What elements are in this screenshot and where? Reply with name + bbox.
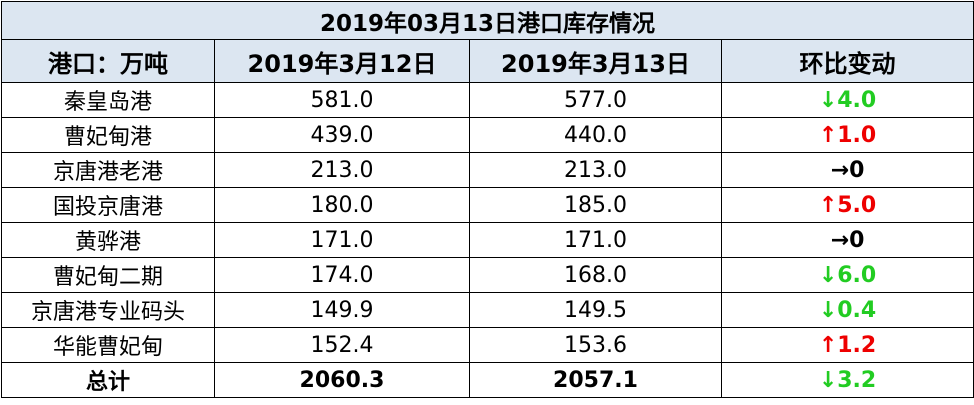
value-cell: 2057.1	[469, 362, 722, 398]
port-cell: 京唐港老港	[1, 152, 215, 188]
change-cell: ↓4.0	[720, 82, 974, 118]
value-cell: 577.0	[469, 82, 722, 118]
value-cell: 152.4	[214, 327, 470, 363]
port-cell: 曹妃甸港	[1, 117, 215, 153]
data-row: 总计 2060.3 2057.1 ↓3.2	[1, 362, 974, 398]
port-cell: 华能曹妃甸	[1, 327, 215, 363]
port-cell: 总计	[1, 362, 215, 398]
data-row: 京唐港专业码头 149.9 149.5 ↓0.4	[1, 292, 974, 328]
value-cell: 440.0	[469, 117, 722, 153]
value-cell: 149.9	[214, 292, 470, 328]
value-cell: 213.0	[214, 152, 470, 188]
value-cell: 168.0	[469, 257, 722, 293]
data-row: 秦皇岛港 581.0 577.0 ↓4.0	[1, 82, 974, 118]
data-row: 曹妃甸二期 174.0 168.0 ↓6.0	[1, 257, 974, 293]
port-cell: 京唐港专业码头	[1, 292, 215, 328]
change-cell: ↓3.2	[720, 362, 974, 398]
value-cell: 153.6	[469, 327, 722, 363]
header-cell: 2019年3月12日	[214, 39, 470, 83]
change-cell: ↓0.4	[720, 292, 974, 328]
value-cell: 149.5	[469, 292, 722, 328]
port-cell: 国投京唐港	[1, 187, 215, 223]
data-row: 京唐港老港 213.0 213.0 →0	[1, 152, 974, 188]
change-cell: ↓6.0	[720, 257, 974, 293]
header-cell: 环比变动	[720, 39, 974, 83]
value-cell: 171.0	[469, 222, 722, 258]
change-cell: →0	[720, 222, 974, 258]
port-cell: 秦皇岛港	[1, 82, 215, 118]
change-cell: →0	[720, 152, 974, 188]
value-cell: 581.0	[214, 82, 470, 118]
title-row: 2019年03月13日港口库存情况	[0, 1, 974, 40]
value-cell: 174.0	[214, 257, 470, 293]
value-cell: 213.0	[469, 152, 722, 188]
value-cell: 180.0	[214, 187, 470, 223]
data-row: 曹妃甸港 439.0 440.0 ↑1.0	[1, 117, 974, 153]
value-cell: 439.0	[214, 117, 470, 153]
header-cell: 2019年3月13日	[469, 39, 722, 83]
change-cell: ↑1.0	[720, 117, 974, 153]
data-row: 黄骅港 171.0 171.0 →0	[1, 222, 974, 258]
change-cell: ↑1.2	[720, 327, 974, 363]
value-cell: 2060.3	[214, 362, 470, 398]
port-cell: 曹妃甸二期	[1, 257, 215, 293]
data-row: 华能曹妃甸 152.4 153.6 ↑1.2	[1, 327, 974, 363]
header-cell: 港口：万吨	[1, 39, 215, 83]
table-title: 2019年03月13日港口库存情况	[0, 1, 974, 40]
header-row: 港口：万吨 2019年3月12日 2019年3月13日 环比变动	[1, 39, 974, 83]
port-cell: 黄骅港	[1, 222, 215, 258]
data-row: 国投京唐港 180.0 185.0 ↑5.0	[1, 187, 974, 223]
value-cell: 171.0	[214, 222, 470, 258]
value-cell: 185.0	[469, 187, 722, 223]
change-cell: ↑5.0	[720, 187, 974, 223]
